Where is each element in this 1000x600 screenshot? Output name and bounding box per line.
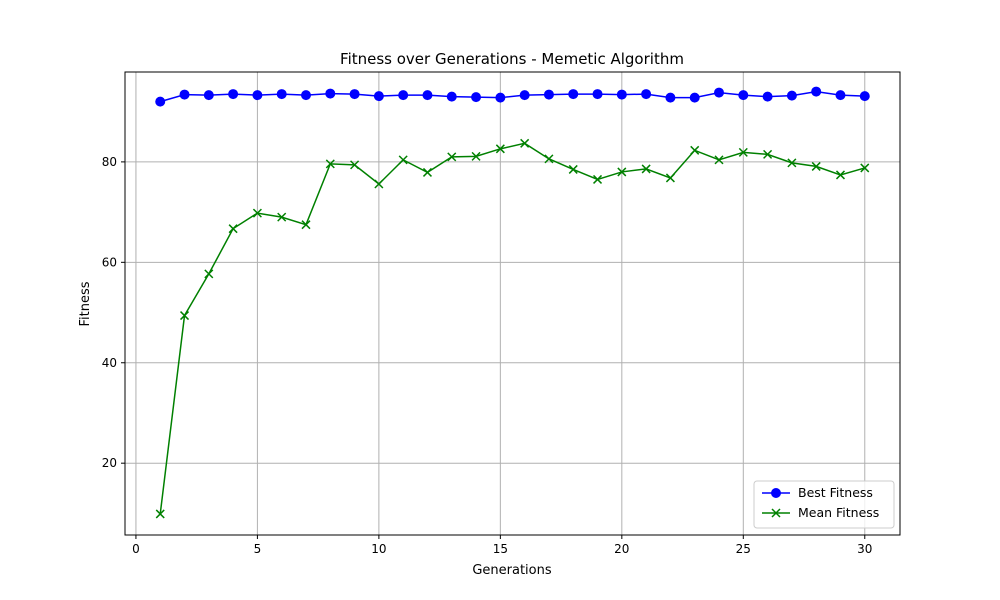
data-point	[398, 90, 409, 101]
y-axis-label: Fitness	[78, 281, 93, 326]
legend-marker	[771, 508, 781, 518]
data-point	[616, 89, 627, 100]
x-tick-label: 15	[493, 542, 508, 556]
data-point	[422, 90, 433, 101]
y-tick-label: 20	[102, 456, 117, 470]
x-tick-label: 10	[371, 542, 386, 556]
data-point	[835, 170, 846, 180]
data-point	[276, 89, 287, 100]
data-point	[520, 138, 530, 148]
data-point	[763, 149, 773, 159]
data-point	[179, 311, 190, 321]
data-point	[374, 179, 384, 189]
x-tick-label: 30	[857, 542, 872, 556]
data-point	[811, 161, 821, 171]
data-point	[568, 89, 579, 100]
data-point	[204, 269, 214, 279]
data-point	[203, 90, 214, 101]
data-point	[738, 147, 748, 157]
data-point	[325, 159, 335, 169]
grid	[125, 72, 900, 535]
y-tick-label: 40	[102, 356, 117, 370]
data-point	[665, 92, 676, 103]
series-line	[160, 90, 865, 103]
data-point	[811, 86, 822, 97]
data-point	[543, 89, 554, 100]
data-point	[860, 163, 870, 173]
data-point	[495, 144, 505, 154]
data-point	[471, 151, 481, 161]
x-tick-label: 5	[254, 542, 262, 556]
data-point	[398, 155, 408, 165]
data-point	[544, 154, 554, 164]
chart-title: Fitness over Generations - Memetic Algor…	[340, 50, 684, 68]
series-line	[159, 142, 865, 515]
data-point	[689, 92, 700, 103]
y-tick-label: 80	[102, 155, 117, 169]
series-best-fitness	[155, 86, 870, 107]
data-point	[252, 208, 262, 218]
data-point	[155, 509, 165, 519]
plot-frame	[124, 71, 901, 536]
data-point	[422, 167, 432, 177]
y-tick-label: 60	[102, 255, 117, 269]
data-point	[350, 160, 360, 170]
x-axis: 0 5 10 15 20 25 30	[132, 535, 872, 556]
data-point	[665, 173, 675, 183]
data-point	[373, 91, 384, 102]
y-axis: 20 40 60 80	[102, 155, 125, 470]
data-point	[252, 90, 263, 101]
data-point	[641, 164, 651, 174]
data-point	[786, 90, 797, 101]
data-point	[228, 224, 238, 234]
data-point	[690, 145, 700, 155]
data-point	[446, 91, 457, 102]
data-point	[859, 91, 870, 102]
data-point	[277, 212, 287, 222]
data-point	[300, 90, 311, 101]
series-mean-fitness	[155, 138, 870, 519]
x-axis-label: Generations	[472, 563, 552, 578]
x-tick-label: 0	[132, 542, 140, 556]
data-point	[592, 89, 603, 100]
legend-item: Mean Fitness	[762, 505, 879, 520]
legend-item: Best Fitness	[762, 485, 873, 500]
data-point	[568, 164, 578, 174]
legend: Best Fitness Mean Fitness	[753, 480, 895, 529]
data-point	[495, 92, 506, 103]
data-point	[714, 155, 724, 165]
legend-label: Best Fitness	[798, 485, 873, 500]
data-point	[593, 174, 603, 184]
data-point	[179, 89, 190, 100]
data-point	[835, 90, 846, 101]
x-tick-label: 20	[614, 542, 629, 556]
data-point	[155, 96, 166, 107]
data-point	[787, 158, 797, 168]
data-point	[228, 89, 239, 100]
data-point	[519, 90, 530, 101]
legend-marker	[771, 488, 781, 498]
data-point	[762, 91, 773, 102]
data-point	[714, 87, 725, 98]
series-layer	[155, 86, 870, 519]
data-point	[471, 92, 482, 103]
data-point	[349, 89, 360, 100]
data-point	[641, 89, 652, 100]
data-point	[617, 167, 627, 177]
data-point	[447, 152, 457, 162]
data-point	[301, 220, 311, 230]
data-point	[738, 90, 749, 101]
data-point	[325, 88, 336, 99]
legend-label: Mean Fitness	[798, 505, 879, 520]
x-tick-label: 25	[736, 542, 751, 556]
